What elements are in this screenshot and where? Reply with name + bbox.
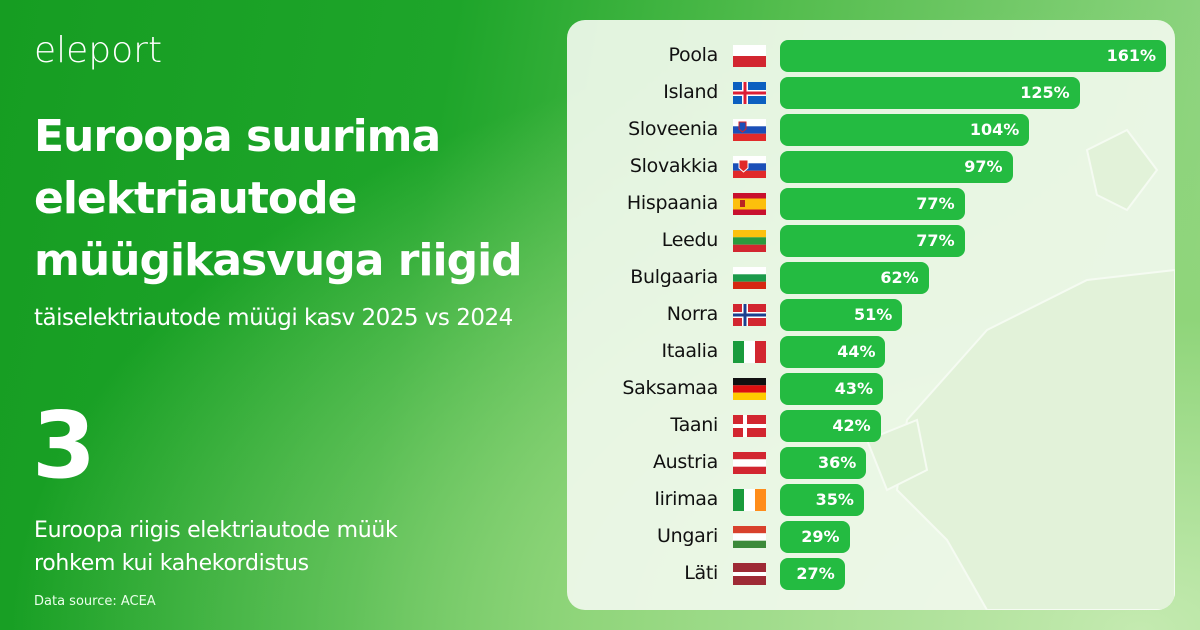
category-label: Iirimaa (654, 488, 718, 510)
italy-flag-icon (733, 341, 766, 363)
bar-row: Austria 36% (567, 447, 1175, 479)
austria-flag-icon (733, 452, 766, 474)
bar-row: Norra 51% (567, 299, 1175, 331)
data-label: 29% (801, 527, 840, 546)
category-label: Leedu (661, 229, 719, 251)
category-label: Bulgaaria (630, 266, 718, 288)
bar-row: Leedu 77% (567, 225, 1175, 257)
data-label: 77% (916, 231, 955, 250)
bar-row: Iirimaa 35% (567, 484, 1175, 516)
category-label: Läti (684, 562, 718, 584)
bar-row: Island 125% (567, 77, 1175, 109)
ireland-flag-icon (733, 489, 766, 511)
lithuania-flag-icon (733, 230, 766, 252)
highlight-number: 3 (32, 392, 97, 499)
data-label: 77% (916, 194, 955, 213)
bar: 35% (780, 484, 864, 516)
data-label: 44% (837, 342, 876, 361)
category-label: Norra (666, 303, 719, 325)
germany-flag-icon (733, 378, 766, 400)
bar: 29% (780, 521, 850, 553)
data-source: Data source: ACEA (34, 594, 156, 609)
data-label: 97% (964, 157, 1003, 176)
page-title: Euroopa suurima elektriautode müügikasvu… (34, 111, 523, 286)
bar-row: Hispaania 77% (567, 188, 1175, 220)
bar: 125% (780, 77, 1080, 109)
hungary-flag-icon (733, 526, 766, 548)
bar-row: Bulgaaria 62% (567, 262, 1175, 294)
bar: 104% (780, 114, 1030, 146)
bar: 97% (780, 151, 1013, 183)
poland-flag-icon (733, 45, 766, 67)
norway-flag-icon (733, 304, 766, 326)
bar-row: Läti 27% (567, 558, 1175, 590)
bar: 51% (780, 299, 903, 331)
denmark-flag-icon (733, 415, 766, 437)
category-label: Island (663, 81, 718, 103)
bar: 77% (780, 188, 965, 220)
bar: 43% (780, 373, 884, 405)
bar-row: Itaalia 44% (567, 336, 1175, 368)
data-label: 62% (880, 268, 919, 287)
spain-flag-icon (733, 193, 766, 215)
chart-card: Poola 161% Island 125% Sloveenia 104% Slova… (567, 20, 1175, 610)
bar: 44% (780, 336, 886, 368)
data-label: 51% (853, 305, 893, 324)
bar-row: Poola 161% (567, 40, 1175, 72)
bar-row: Saksamaa 43% (567, 373, 1175, 405)
category-label: Sloveenia (628, 118, 718, 140)
europe-map-background (865, 128, 1175, 610)
category-label: Ungari (657, 525, 718, 547)
data-label: 161% (1106, 46, 1156, 65)
category-label: Itaalia (661, 340, 719, 362)
data-label: 42% (832, 416, 871, 435)
bar-row: Slovakkia 97% (567, 151, 1175, 183)
bar: 36% (780, 447, 867, 479)
category-label: Hispaania (626, 192, 718, 214)
bar: 27% (780, 558, 845, 590)
bar-row: Ungari 29% (567, 521, 1175, 553)
iceland-flag-icon (733, 82, 766, 104)
bar: 62% (780, 262, 929, 294)
bar: 77% (780, 225, 965, 257)
bar: 42% (780, 410, 881, 442)
page-subtitle: täiselektriautode müügi kasv 2025 vs 202… (34, 305, 513, 331)
data-label: 35% (815, 490, 854, 509)
data-label: 125% (1020, 83, 1070, 102)
data-label: 36% (818, 453, 857, 472)
category-label: Saksamaa (622, 377, 718, 399)
highlight-text: Euroopa riigis elektriautode müük rohkem… (34, 518, 398, 576)
eleport-logo: eleport (34, 30, 163, 71)
bar-row: Taani 42% (567, 410, 1175, 442)
bar-row: Sloveenia 104% (567, 114, 1175, 146)
category-label: Poola (668, 44, 719, 66)
data-label: 43% (834, 379, 874, 398)
slovenia-flag-icon (733, 119, 766, 141)
bar: 161% (780, 40, 1166, 72)
slovakia-flag-icon (733, 156, 766, 178)
bulgaria-flag-icon (733, 267, 766, 289)
category-label: Austria (652, 451, 718, 473)
category-label: Taani (670, 414, 718, 436)
data-label: 27% (796, 564, 835, 583)
data-label: 104% (969, 120, 1020, 139)
latvia-flag-icon (733, 563, 766, 585)
category-label: Slovakkia (629, 155, 718, 177)
